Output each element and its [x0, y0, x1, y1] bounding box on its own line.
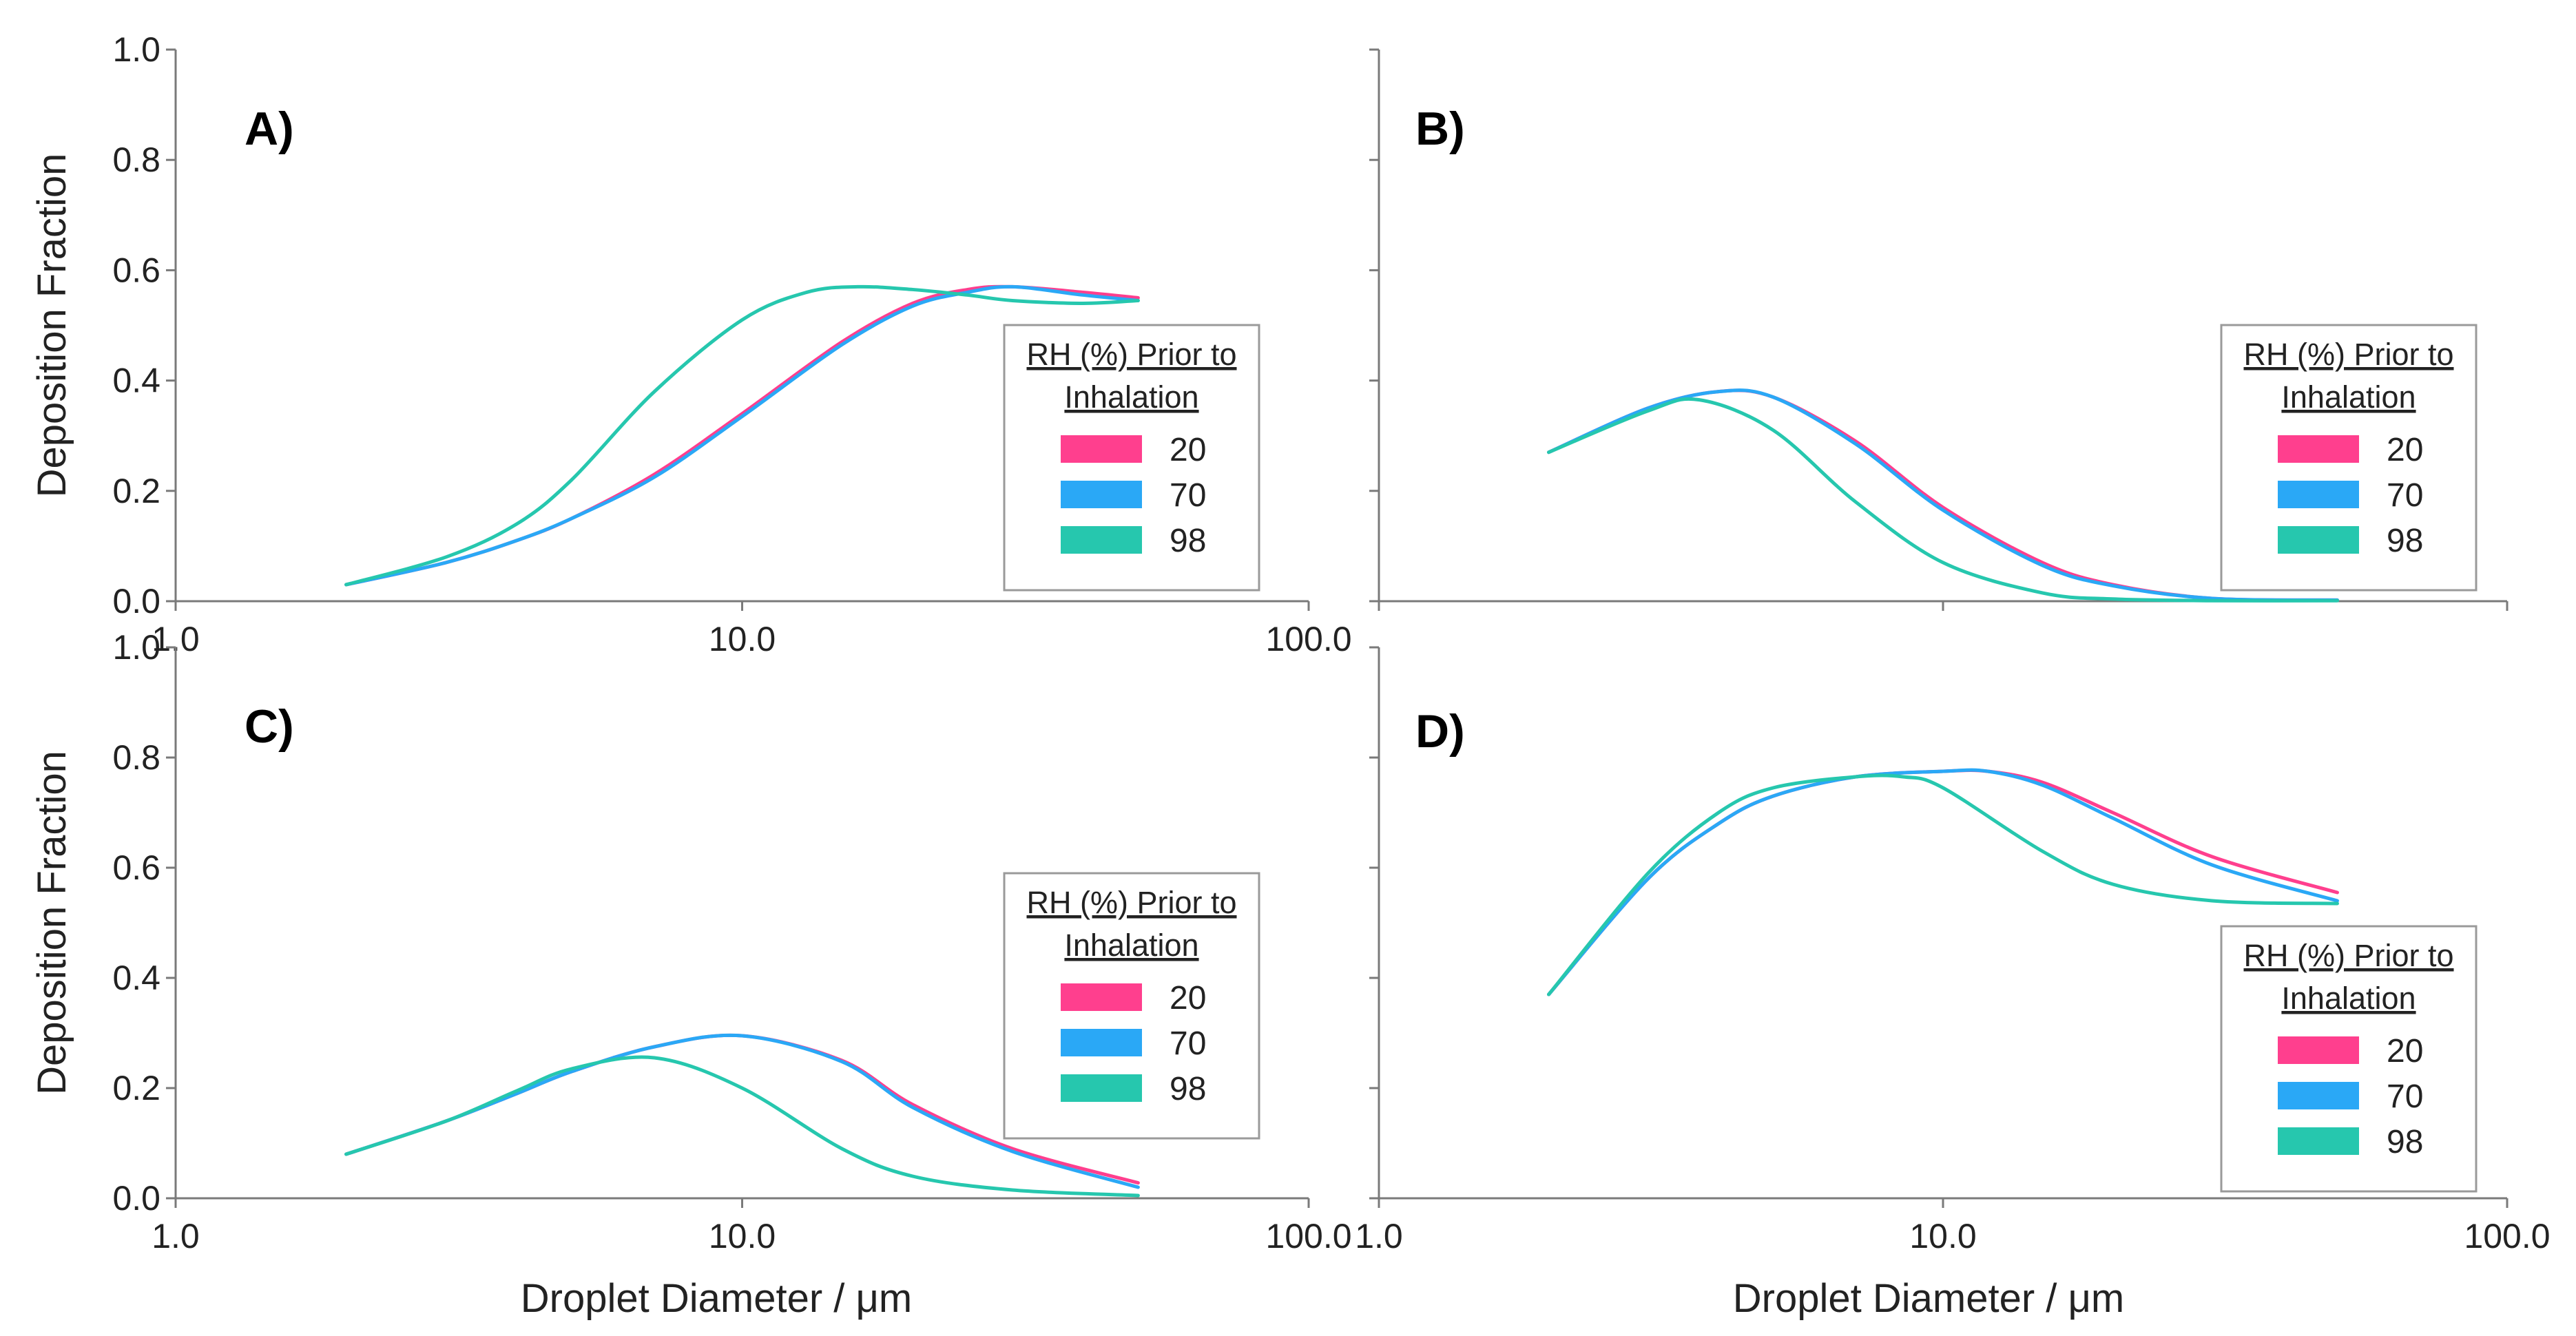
panel-a-y-tick-label: 0.0	[112, 582, 160, 620]
panel-a-legend-swatch-rh98	[1061, 526, 1142, 554]
panel-c-series-rh98	[344, 1055, 1140, 1198]
panel-d-x-tick-label: 10.0	[1909, 1217, 1976, 1255]
panel-d-legend-label-rh20: 20	[2387, 1033, 2423, 1069]
x-axis-title-right: Droplet Diameter / μm	[1733, 1276, 2124, 1321]
panel-c-legend-swatch-rh98	[1061, 1074, 1142, 1102]
panel-b-legend-swatch-rh70	[2278, 481, 2359, 508]
panel-d-legend-swatch-rh98	[2278, 1127, 2359, 1155]
panel-d: 1.0 10.0 100.0 D) RH (%) Prior to Inhalation 2…	[1355, 646, 2551, 1255]
panel-b-series-rh98	[1547, 397, 2339, 603]
panel-c-legend-label-rh20: 20	[1170, 980, 1206, 1016]
panel-d-series-rh98	[1547, 773, 2339, 996]
panel-b-legend-label-rh70: 70	[2387, 477, 2423, 514]
panel-a-y-tick-label: 0.4	[112, 362, 160, 400]
panel-c-y-tick-label: 1.0	[112, 628, 160, 667]
panel-d-legend-title: RH (%) Prior to	[2243, 938, 2453, 973]
panel-a-legend-title: Inhalation	[1064, 379, 1198, 415]
panel-d-x-tick-label: 1.0	[1355, 1217, 1403, 1255]
panel-b-series-rh20	[1547, 388, 2339, 602]
panel-a-legend-label-rh20: 20	[1170, 432, 1206, 468]
panel-c-y-tick-label: 0.6	[112, 848, 160, 887]
panel-a-series-rh98	[344, 284, 1140, 587]
panel-d-series-rh20	[1547, 768, 2339, 996]
panel-b: B) RH (%) Prior to Inhalation 20 70 98	[1369, 48, 2509, 611]
panel-b-legend-label-rh98: 98	[2387, 523, 2423, 559]
panel-d-x-tick-label: 100.0	[2464, 1217, 2550, 1255]
panel-c-y-tick-label: 0.0	[112, 1179, 160, 1218]
panel-c-x-tick-label: 100.0	[1265, 1217, 1351, 1255]
panel-d-series-rh70	[1547, 768, 2339, 996]
panel-b-series-rh70	[1547, 388, 2339, 602]
panel-d-legend-swatch-rh20	[2278, 1036, 2359, 1064]
panel-a-y-tick-label: 0.6	[112, 251, 160, 289]
panel-d-legend: RH (%) Prior to Inhalation 20 70 98	[2220, 925, 2478, 1193]
panel-a-series-rh70	[344, 284, 1140, 587]
panel-a-y-tick-label: 0.2	[112, 472, 160, 510]
panel-a-y-axis-title: Deposition Fraction	[30, 154, 74, 498]
panel-a-legend-swatch-rh20	[1061, 435, 1142, 463]
panel-a-label: A)	[245, 103, 294, 155]
panel-c-x-tick-label: 10.0	[709, 1217, 776, 1255]
panel-d-label: D)	[1415, 705, 1465, 758]
panel-a-x-tick-label: 100.0	[1265, 620, 1351, 658]
panel-a-y-tick-label: 1.0	[112, 30, 160, 69]
panel-c-y-tick-label: 0.4	[112, 959, 160, 997]
panel-b-legend-label-rh20: 20	[2387, 432, 2423, 468]
panel-c-legend: RH (%) Prior to Inhalation 20 70 98	[1003, 872, 1260, 1140]
panel-a-x-tick-label: 10.0	[709, 620, 776, 658]
panel-c-label: C)	[245, 700, 294, 753]
panel-b-legend-swatch-rh20	[2278, 435, 2359, 463]
panel-b-legend-title: RH (%) Prior to	[2243, 337, 2453, 372]
panel-a-legend-swatch-rh70	[1061, 481, 1142, 508]
panel-c-legend-label-rh98: 98	[1170, 1071, 1206, 1107]
panel-b-legend-swatch-rh98	[2278, 526, 2359, 554]
panel-c-y-tick-label: 0.2	[112, 1069, 160, 1107]
panel-c-y-tick-label: 0.8	[112, 738, 160, 777]
panel-c-legend-title: Inhalation	[1064, 928, 1198, 963]
panel-c-legend-swatch-rh20	[1061, 983, 1142, 1011]
panel-c-legend-title: RH (%) Prior to	[1026, 885, 1236, 920]
panel-a-legend-title: RH (%) Prior to	[1026, 337, 1236, 372]
panel-a-y-tick-label: 0.8	[112, 140, 160, 179]
panel-c-legend-label-rh70: 70	[1170, 1025, 1206, 1062]
panel-c-legend-swatch-rh70	[1061, 1029, 1142, 1056]
x-axis-title-left: Droplet Diameter / μm	[521, 1276, 912, 1321]
panel-d-legend-label-rh70: 70	[2387, 1078, 2423, 1115]
panel-c-x-tick-label: 1.0	[152, 1217, 200, 1255]
panel-d-legend-swatch-rh70	[2278, 1082, 2359, 1109]
panel-a-legend: RH (%) Prior to Inhalation 20 70 98	[1003, 324, 1260, 592]
panel-b-legend: RH (%) Prior to Inhalation 20 70 98	[2220, 324, 2478, 592]
panel-a-legend-label-rh98: 98	[1170, 523, 1206, 559]
panel-d-legend-label-rh98: 98	[2387, 1124, 2423, 1160]
panel-a: 0.00.20.40.60.81.01.0 10.0 100.0Deposition…	[30, 30, 1352, 658]
panels: 0.0 0.2 0.4 0.6 0.8 1.0 1.0 10.0 100.0 Deposition…	[30, 30, 2551, 1255]
panel-b-label: B)	[1415, 103, 1465, 155]
panel-b-legend-title: Inhalation	[2281, 379, 2416, 415]
panel-c: 0.0 0.2 0.4 0.6 0.8 1.0 1.0 10.0 100.0 Deposition…	[30, 628, 1352, 1255]
panel-c-y-axis-title: Deposition Fraction	[30, 751, 74, 1095]
panel-a-legend-label-rh70: 70	[1170, 477, 1206, 514]
panel-d-legend-title: Inhalation	[2281, 981, 2416, 1016]
